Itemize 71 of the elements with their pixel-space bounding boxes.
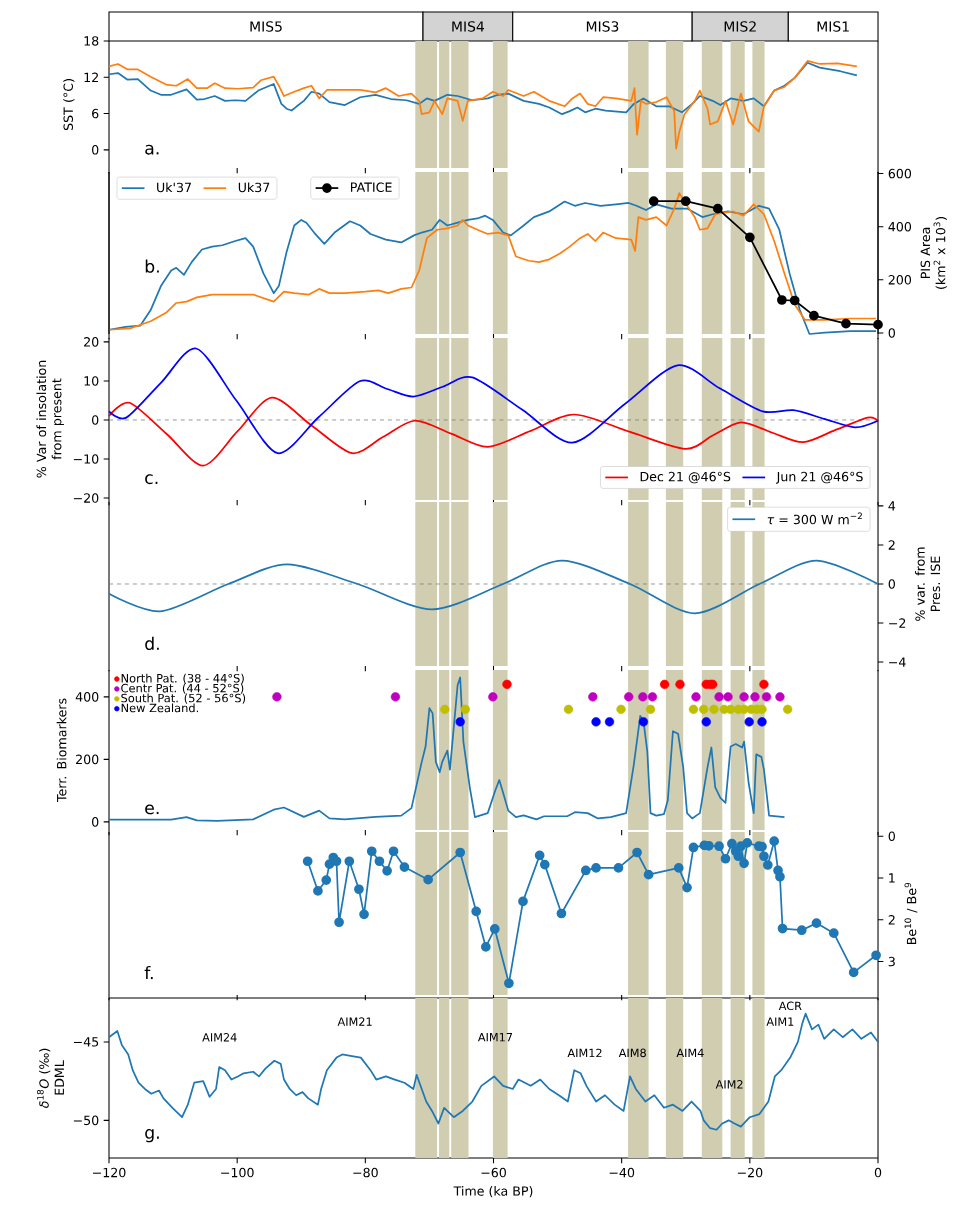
y2-tick-label: −4	[889, 657, 906, 667]
y-tick-label: −50	[73, 1115, 99, 1126]
annotation: a.	[145, 144, 159, 155]
annotation: g.	[145, 1129, 159, 1143]
y2-tick-label: 0	[888, 328, 895, 338]
y2-tick-label: 1	[889, 873, 895, 883]
y-tick-label: 0	[92, 817, 99, 827]
annotation: AIM2	[715, 1080, 743, 1089]
y-tick-label: 6	[92, 108, 99, 119]
y-axis-title: % Var of insolation from present	[36, 360, 64, 478]
annotation: AIM12	[567, 1048, 602, 1058]
x-tick-label: −80	[353, 1167, 378, 1178]
y-tick-label: −45	[73, 1037, 99, 1047]
y2-tick-label: 0	[888, 579, 895, 589]
annotation: AIM21	[337, 1017, 372, 1026]
y-axis-title: Terr. Biomarkers	[56, 698, 67, 803]
annotation: AIM1	[766, 1017, 794, 1026]
annotation: AIM8	[618, 1048, 646, 1058]
annotation: f.	[144, 965, 153, 980]
y-tick-label: −20	[73, 493, 99, 503]
y-tick-label: 400	[75, 692, 99, 702]
y2-tick-label: 400	[888, 221, 912, 232]
x-tick-label: −60	[481, 1167, 506, 1178]
y2-tick-label: 600	[888, 168, 912, 179]
legend-label: Uk'37	[157, 182, 191, 193]
y2-tick-label: 2	[888, 915, 895, 925]
y2-axis-title: Be$^{10}$ / Be$^{9}$	[904, 882, 918, 945]
series-label: MIS5	[250, 21, 282, 32]
series-label: MIS2	[724, 21, 756, 32]
annotation: b.	[145, 259, 159, 273]
y-tick-label: 18	[84, 36, 99, 46]
legend-label: New Zealand.	[121, 703, 199, 713]
annotation: AIM24	[202, 1033, 237, 1042]
y-tick-label: 20	[84, 337, 99, 347]
y-tick-label: 0	[92, 145, 99, 155]
x-tick-label: −20	[737, 1167, 763, 1178]
y2-tick-label: 4	[888, 501, 896, 511]
y2-axis-title: % var. from Pres. ISE	[915, 547, 941, 621]
y2-tick-label: 200	[888, 275, 912, 285]
y-tick-label: 10	[84, 376, 99, 386]
annotation: e.	[145, 804, 159, 815]
x-tick-label: −100	[221, 1167, 254, 1178]
legend-label: Centr Pat. (44 - 52°S)	[121, 683, 244, 694]
annotation: AIM4	[676, 1048, 704, 1057]
y-tick-label: 12	[84, 72, 98, 82]
y2-tick-label: 3	[888, 956, 895, 967]
y-tick-label: 200	[76, 754, 99, 765]
legend-label: Jun 21 @46°S	[775, 471, 863, 484]
y-axis-title: SST (°C)	[63, 79, 75, 131]
y-tick-label: −10	[73, 454, 99, 464]
series-label: MIS4	[452, 21, 485, 32]
annotation: ACR	[778, 1001, 802, 1011]
legend-label: South Pat. (52 - 56°S)	[121, 693, 246, 704]
annotation: d.	[145, 636, 159, 651]
x-tick-label: −120	[93, 1167, 126, 1178]
series-label: MIS3	[586, 21, 619, 32]
series-label: MIS1	[817, 21, 849, 32]
y2-tick-label: 2	[888, 540, 895, 550]
legend-label: PATICE	[350, 182, 392, 192]
y2-tick-label: −2	[889, 618, 906, 628]
annotation: c.	[145, 474, 158, 485]
y-tick-label: 0	[92, 415, 99, 425]
legend-label: Uk37	[238, 182, 270, 193]
legend-label: τ = 300 W m$^{−2}$	[767, 512, 862, 525]
x-tick-label: −40	[609, 1167, 635, 1178]
annotation: AIM17	[477, 1033, 513, 1042]
x-tick-label: 0	[874, 1167, 882, 1178]
x-axis-title: Time (ka BP)	[453, 1186, 533, 1198]
y2-tick-label: 0	[888, 831, 895, 841]
legend-label: North Pat. (38 - 44°S)	[121, 673, 244, 684]
legend-label: Dec 21 @46°S	[640, 471, 731, 484]
